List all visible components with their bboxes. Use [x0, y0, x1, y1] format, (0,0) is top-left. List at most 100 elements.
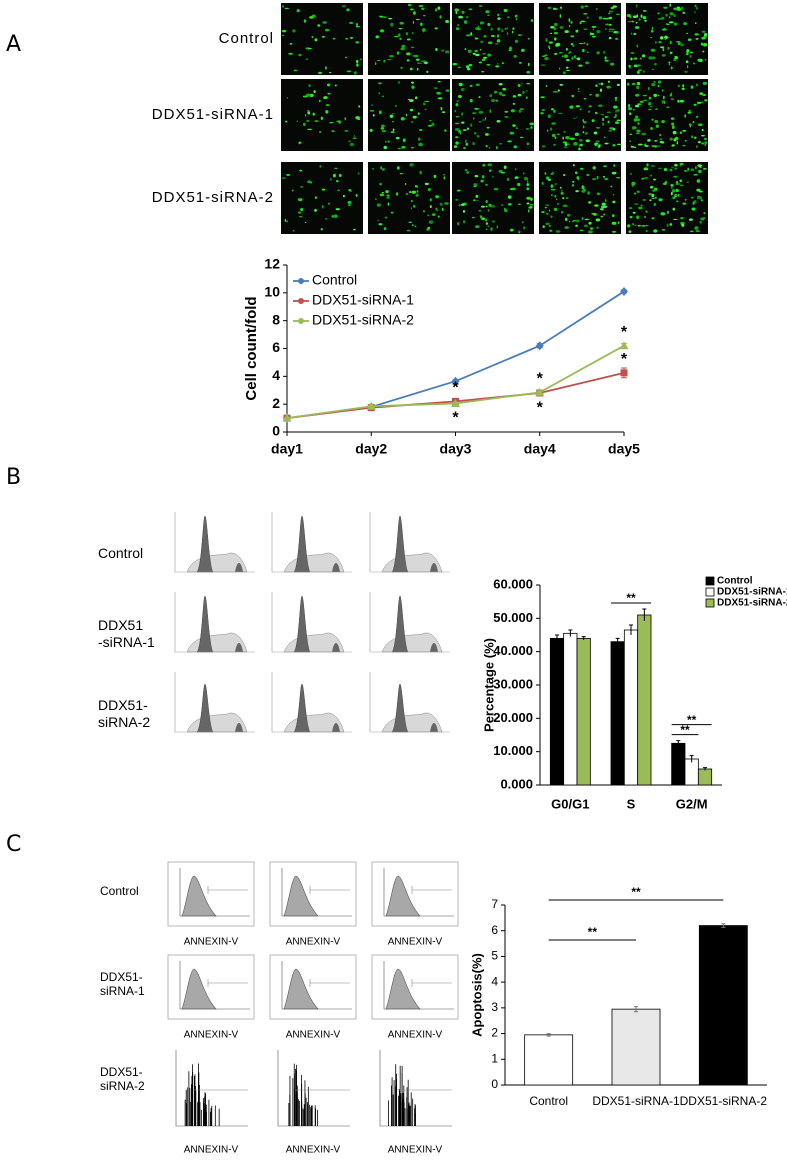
cell	[436, 209, 439, 212]
cell	[496, 34, 500, 38]
cell	[481, 217, 486, 221]
cell	[680, 6, 684, 10]
cell	[584, 218, 589, 221]
cell	[477, 25, 480, 29]
cell	[434, 87, 438, 90]
cell	[443, 176, 446, 180]
cell	[671, 166, 674, 168]
cell	[554, 52, 558, 55]
cell	[398, 27, 403, 30]
cell	[677, 193, 680, 197]
cell	[483, 35, 487, 38]
cell	[607, 80, 610, 83]
cell	[320, 228, 323, 231]
cell	[555, 198, 558, 201]
cell	[333, 214, 338, 218]
cell	[631, 58, 637, 60]
x-tick-label: Control	[529, 1094, 568, 1108]
cell	[314, 38, 318, 42]
y-tick-label: 30.000	[493, 676, 533, 691]
cell	[687, 111, 692, 114]
cell	[634, 146, 637, 149]
cell	[700, 199, 704, 202]
cell	[437, 81, 441, 83]
cell	[322, 204, 324, 209]
cell	[605, 199, 607, 203]
cell	[487, 14, 490, 17]
cell	[579, 167, 584, 170]
cell	[608, 130, 613, 132]
cell	[457, 66, 461, 69]
cell	[385, 141, 387, 143]
row-label-line: DDX51-	[100, 1065, 143, 1079]
cell	[658, 198, 663, 202]
significance-mark: *	[537, 371, 544, 388]
histogram	[369, 592, 450, 653]
cell	[467, 49, 472, 54]
cell	[602, 117, 604, 122]
cell	[570, 35, 575, 38]
cell	[389, 54, 394, 58]
cell	[593, 131, 598, 135]
cell	[643, 70, 645, 73]
cell	[525, 90, 528, 92]
cell	[400, 116, 405, 121]
cell	[540, 112, 544, 115]
cell	[454, 8, 459, 12]
cell	[672, 130, 677, 135]
cell	[653, 81, 657, 83]
cell	[584, 5, 589, 7]
cell	[598, 104, 603, 108]
cell	[441, 207, 444, 212]
cell	[636, 85, 640, 90]
cell	[629, 112, 632, 116]
cell	[435, 207, 438, 211]
cell	[478, 5, 483, 7]
cell	[670, 191, 673, 196]
cell	[347, 200, 352, 205]
cell	[455, 141, 459, 145]
cell	[574, 55, 576, 59]
cell	[281, 34, 285, 37]
cell	[559, 186, 562, 189]
cell	[481, 58, 486, 61]
y-tick-label: 6	[272, 339, 280, 355]
cell	[468, 8, 473, 11]
cell	[466, 127, 470, 130]
cell	[601, 202, 606, 206]
cell	[474, 174, 479, 178]
cell	[498, 91, 503, 96]
cell	[507, 16, 510, 18]
cell	[704, 99, 708, 102]
histogram-axes	[271, 672, 352, 733]
y-tick-label: 8	[272, 311, 280, 327]
cell	[655, 41, 657, 44]
cell	[669, 12, 674, 16]
cell	[485, 133, 489, 136]
cell	[329, 122, 334, 124]
cell	[302, 122, 306, 126]
cell	[497, 17, 501, 21]
cell	[331, 215, 334, 218]
cell	[462, 147, 467, 149]
legend-swatch	[705, 576, 715, 586]
histogram	[174, 672, 255, 733]
cell	[527, 37, 530, 40]
cell	[334, 167, 338, 169]
cell	[399, 172, 403, 175]
cell	[654, 62, 657, 66]
cell	[641, 225, 646, 227]
cell	[401, 145, 406, 149]
significance-mark: *	[621, 351, 628, 368]
cell	[286, 96, 289, 99]
cell	[355, 116, 360, 120]
cell	[507, 140, 512, 143]
cell	[636, 129, 641, 133]
cell	[610, 6, 615, 10]
row-label-line: -siRNA-1	[98, 634, 155, 650]
cell	[608, 36, 612, 40]
cell	[542, 225, 545, 229]
cell	[578, 147, 581, 151]
cell	[394, 35, 399, 38]
cell	[642, 15, 647, 20]
